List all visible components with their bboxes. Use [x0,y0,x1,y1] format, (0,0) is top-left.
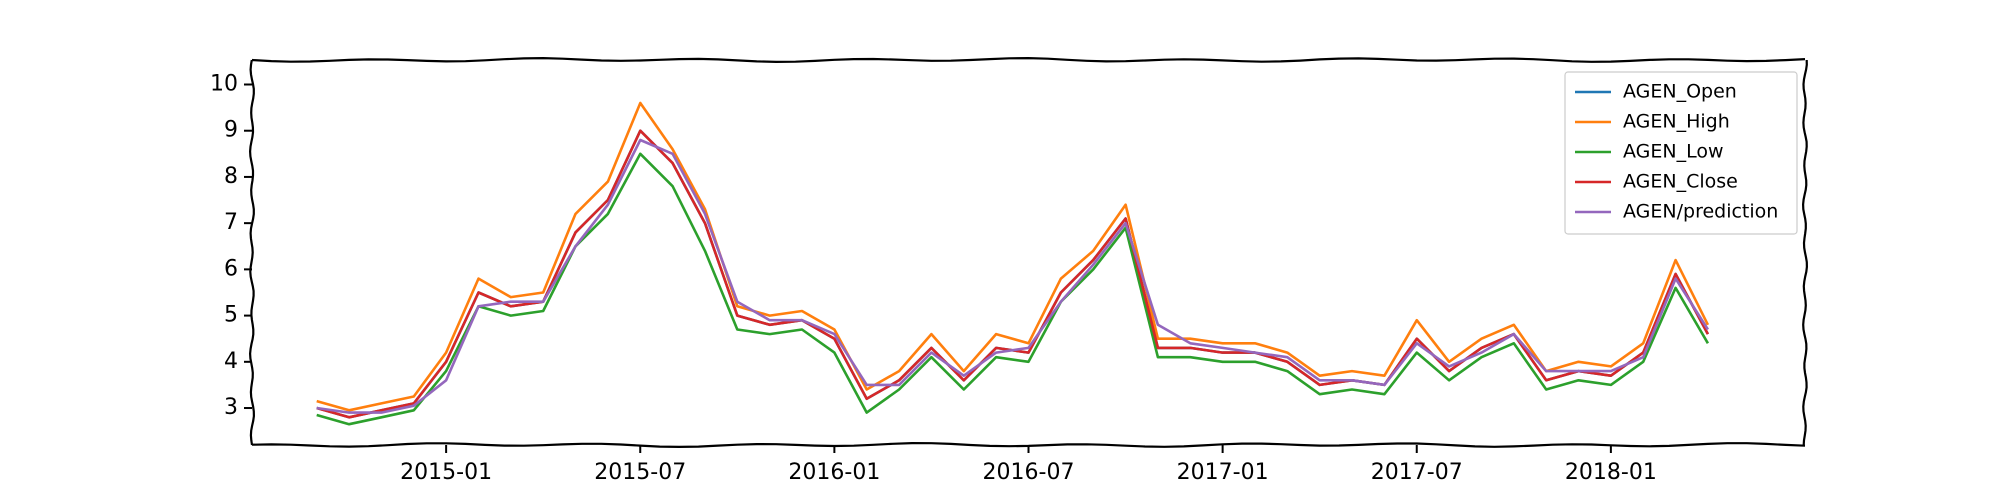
y-tick-label: 5 [224,303,238,328]
y-tick-label: 8 [224,164,238,189]
series-line [316,152,1710,426]
series-line [316,101,1710,412]
y-tick-label: 6 [224,256,238,281]
y-tick-label: 9 [224,118,238,143]
legend-label: AGEN_Open [1623,81,1737,103]
legend-box [1564,71,1798,235]
legend-label: AGEN_Close [1623,171,1738,193]
y-tick-label: 4 [224,349,238,374]
x-tick-label: 2017-01 [1177,460,1269,485]
x-tick-label: 2016-07 [983,460,1075,485]
x-tick-label: 2017-07 [1371,460,1463,485]
y-tick-label: 10 [210,71,238,96]
y-tick-label: 7 [224,210,238,235]
x-tick-label: 2015-07 [594,460,686,485]
series-line [316,129,1710,419]
x-tick-label: 2015-01 [400,460,492,485]
legend-label: AGEN/prediction [1623,201,1778,223]
series-line [316,138,1709,414]
series-line [316,129,1710,419]
frame [248,56,1809,449]
x-tick-label: 2018-01 [1565,460,1657,485]
legend-label: AGEN_Low [1623,141,1724,163]
legend-label: AGEN_High [1623,111,1730,133]
x-tick-label: 2016-01 [788,460,880,485]
y-tick-label: 3 [224,395,238,420]
